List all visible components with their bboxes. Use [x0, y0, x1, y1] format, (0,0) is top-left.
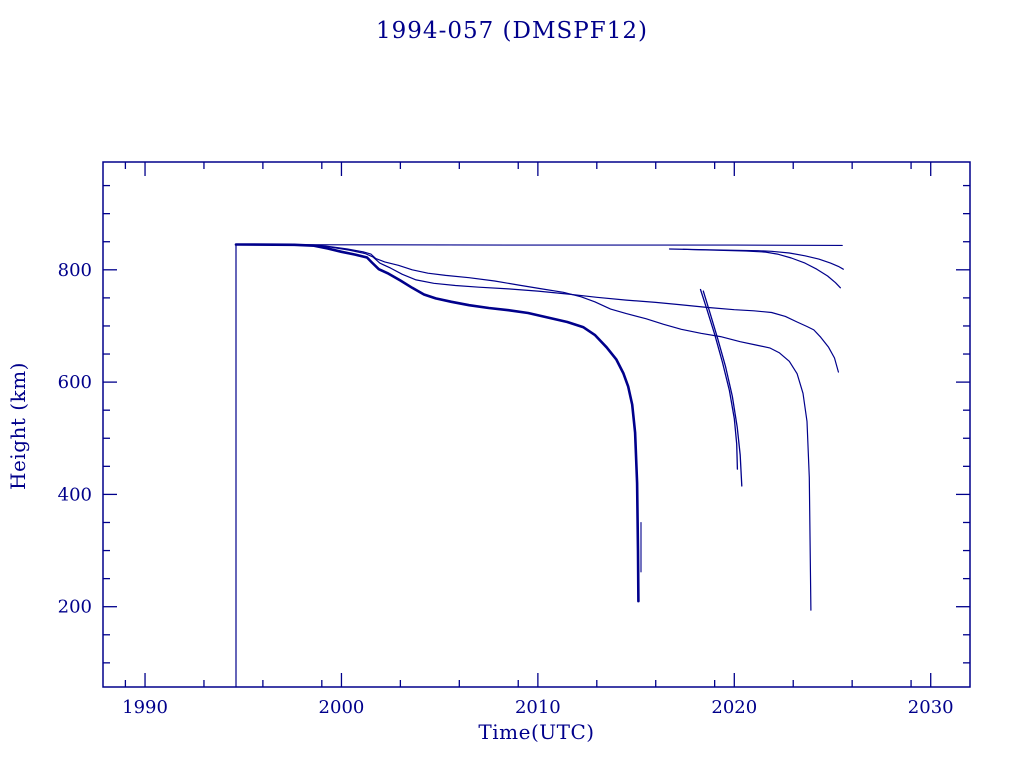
x-tick-label: 2020 [711, 697, 757, 718]
series-high-prediction-ends-768km [682, 248, 841, 289]
plot-frame [102, 161, 971, 688]
x-tick-label: 2010 [515, 697, 561, 718]
x-tick-label: 2030 [908, 697, 954, 718]
series-no-decay-reference [235, 243, 843, 246]
x-tick-label: 1990 [122, 697, 168, 718]
x-tick-label: 2000 [319, 697, 365, 718]
series-prediction-ends-2025-620km [235, 243, 839, 373]
chart-title: 1994-057 (DMSPF12) [376, 18, 648, 44]
y-tick-label: 200 [58, 597, 92, 618]
y-tick-label: 400 [58, 484, 92, 505]
series-steep-prediction-2020-a [699, 288, 739, 470]
x-axis-title: Time(UTC) [478, 720, 595, 744]
series-height-history-decay-2015 [234, 243, 640, 603]
y-tick-label: 600 [58, 372, 92, 393]
y-axis-title: Height (km) [6, 362, 30, 490]
series-prediction-decay-2023-9 [235, 243, 812, 611]
y-tick-label: 800 [58, 260, 92, 281]
series-steep-prediction-2020-b [702, 290, 743, 487]
